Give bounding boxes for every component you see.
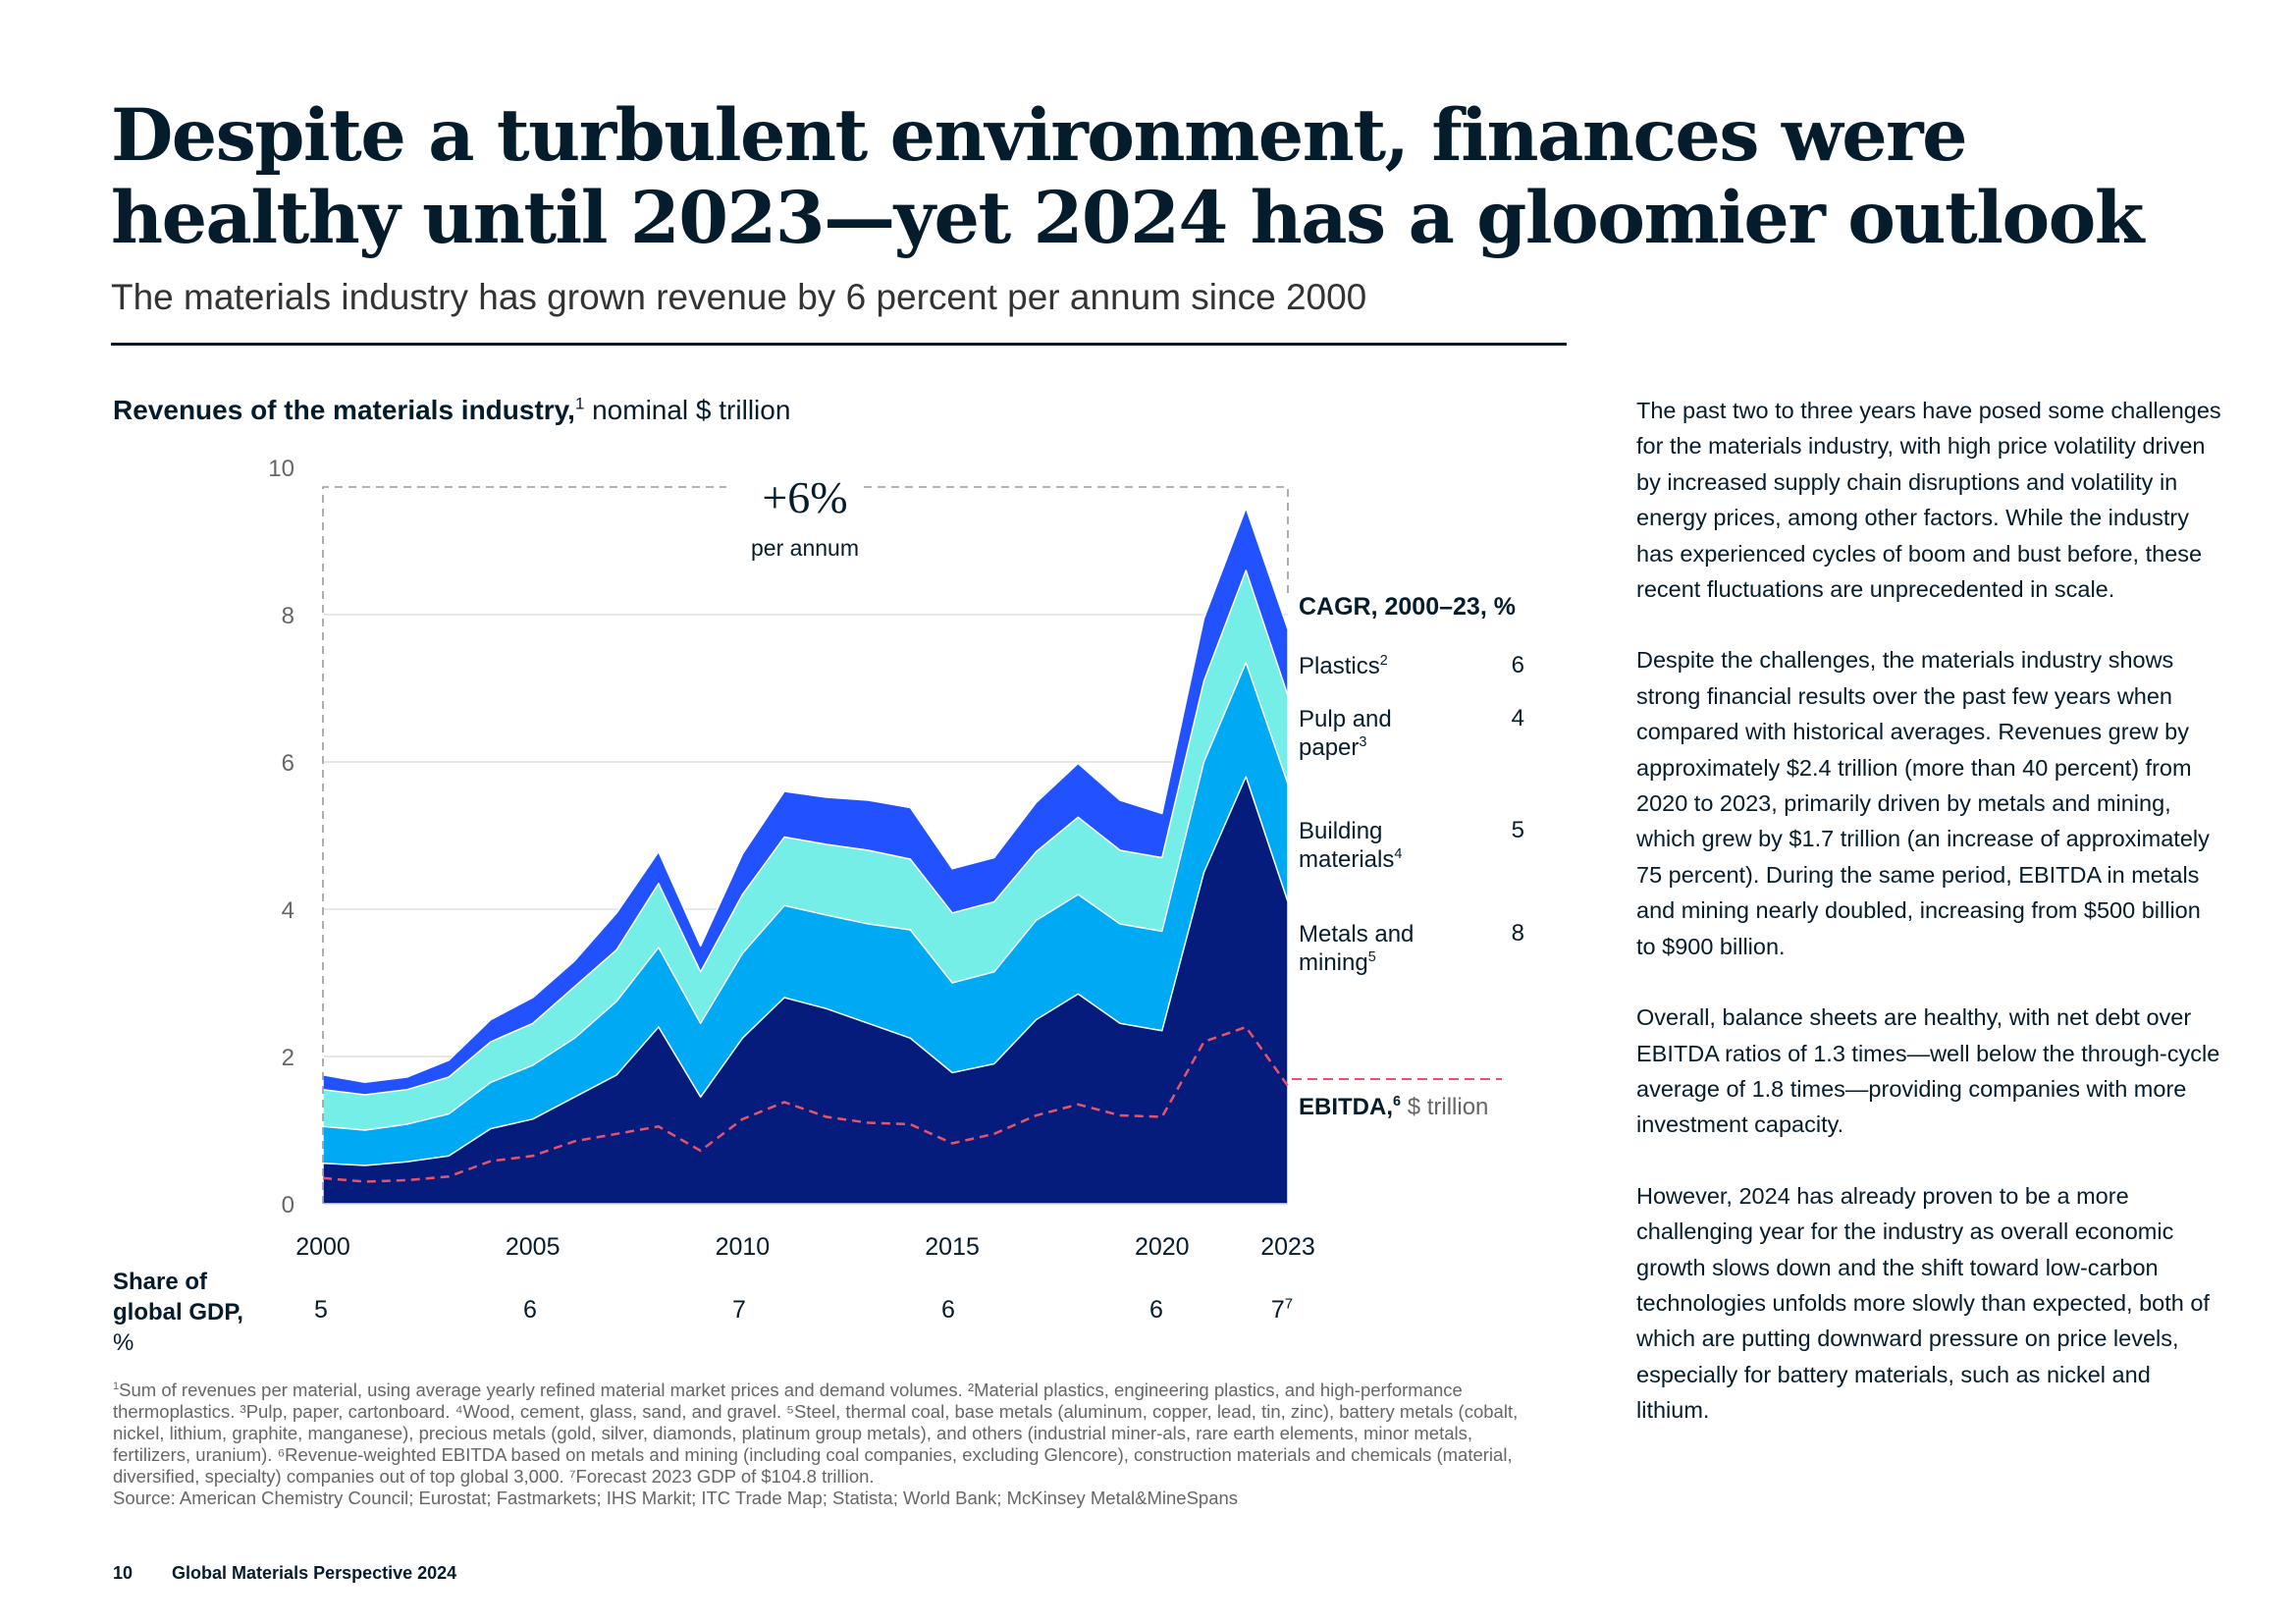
page-number: 10 xyxy=(113,1563,133,1583)
y-tick-label: 0 xyxy=(282,1192,294,1218)
y-tick-label: 4 xyxy=(282,897,294,924)
legend-item-metals-mining: Metals and mining5 xyxy=(1299,920,1446,977)
y-tick-label: 2 xyxy=(282,1045,294,1071)
x-axis-ticks: 2000 2005 2010 2015 2020 2023 xyxy=(295,1233,1315,1261)
legend-item-pulp-paper: Pulp and paper3 xyxy=(1299,705,1446,762)
x-tick-label: 2000 xyxy=(295,1233,350,1261)
share-value-2000: 5 xyxy=(314,1296,328,1324)
legend-title: CAGR, 2000–23, % xyxy=(1299,593,1516,621)
footnote-source: Source: American Chemistry Council; Euro… xyxy=(113,1488,1239,1508)
share-label-line-2: global GDP, xyxy=(113,1299,243,1326)
legend-footnote-ref: 3 xyxy=(1359,734,1367,750)
body-paragraph-2: Despite the challenges, the materials in… xyxy=(1636,647,2210,959)
chart-footnote: 1Sum of revenues per material, using ave… xyxy=(113,1380,1519,1508)
legend-footnote-ref: 5 xyxy=(1367,949,1376,965)
body-paragraph-3: Overall, balance sheets are healthy, wit… xyxy=(1636,1004,2220,1138)
share-value-2015: 6 xyxy=(941,1296,955,1324)
legend-footnote-ref: 4 xyxy=(1394,846,1403,862)
page-subtitle: The materials industry has grown revenue… xyxy=(111,277,1367,317)
legend-cagr-plastics: 6 xyxy=(1511,652,1524,678)
publication-name: Global Materials Perspective 2024 xyxy=(172,1563,457,1583)
x-tick-label: 2023 xyxy=(1260,1233,1315,1261)
body-paragraph-1: The past two to three years have posed s… xyxy=(1636,398,2221,603)
legend-label: Plastics xyxy=(1299,653,1380,679)
ebitda-footnote-ref: 6 xyxy=(1393,1094,1402,1110)
y-tick-label: 6 xyxy=(282,750,294,777)
header-rule xyxy=(111,343,1567,346)
body-text: The past two to three years have posed s… xyxy=(1636,393,2225,1464)
x-tick-label: 2005 xyxy=(506,1233,561,1261)
chart-title: Revenues of the materials industry,1 nom… xyxy=(113,395,790,426)
legend-cagr-building-materials: 5 xyxy=(1511,817,1524,843)
chart-overlay xyxy=(322,486,1502,1205)
growth-annotation-value: +6% xyxy=(762,472,848,522)
legend-label: Metals and mining xyxy=(1299,921,1415,976)
chart-areas xyxy=(322,507,1289,1205)
ebitda-line xyxy=(322,1025,1290,1183)
growth-bracket xyxy=(322,486,1289,1204)
x-tick-label: 2020 xyxy=(1135,1233,1190,1261)
share-value-2023: 77 xyxy=(1270,1295,1294,1324)
page-footer: 10 Global Materials Perspective 2024 xyxy=(113,1563,456,1584)
footnote-text: Sum of revenues per material, using aver… xyxy=(113,1380,1519,1487)
legend-label: Building materials xyxy=(1299,818,1395,873)
share-of-gdp-label: Share of global GDP, % xyxy=(113,1267,243,1358)
share-value-2010: 7 xyxy=(732,1296,746,1324)
share-value-2020: 6 xyxy=(1149,1296,1163,1324)
ebitda-label: EBITDA, xyxy=(1299,1094,1393,1120)
legend-label: Pulp and paper xyxy=(1299,706,1392,761)
share-value-2005: 6 xyxy=(523,1296,537,1324)
page-title: Despite a turbulent environment, finance… xyxy=(111,93,2144,260)
legend-footnote-ref: 2 xyxy=(1379,653,1388,669)
chart-title-bold: Revenues of the materials industry, xyxy=(113,395,575,425)
legend-item-building-materials: Building materials4 xyxy=(1299,817,1446,874)
share-label-line-1: Share of xyxy=(113,1269,208,1295)
y-axis-ticks: 0 2 4 6 8 10 xyxy=(268,456,294,1218)
chart-title-unit: nominal $ trillion xyxy=(592,395,791,425)
y-tick-label: 10 xyxy=(268,456,294,482)
growth-annotation-label: per annum xyxy=(751,535,859,561)
legend-cagr-metals-mining: 8 xyxy=(1511,920,1524,947)
x-tick-label: 2010 xyxy=(716,1233,771,1261)
body-paragraph-4: However, 2024 has already proven to be a… xyxy=(1636,1182,2210,1424)
ebitda-legend: EBITDA,6 $ trillion xyxy=(1299,1094,1488,1121)
ebitda-unit: $ trillion xyxy=(1407,1094,1489,1120)
area-metals-mining xyxy=(322,776,1289,1205)
chart-title-footnote-ref: 1 xyxy=(574,394,585,413)
legend-item-plastics: Plastics2 xyxy=(1299,652,1388,680)
y-tick-label: 8 xyxy=(282,603,294,629)
x-tick-label: 2015 xyxy=(925,1233,980,1261)
share-footnote-ref: 7 xyxy=(1284,1295,1294,1313)
legend-cagr-pulp-paper: 4 xyxy=(1511,705,1524,731)
share-label-unit: % xyxy=(113,1329,134,1356)
